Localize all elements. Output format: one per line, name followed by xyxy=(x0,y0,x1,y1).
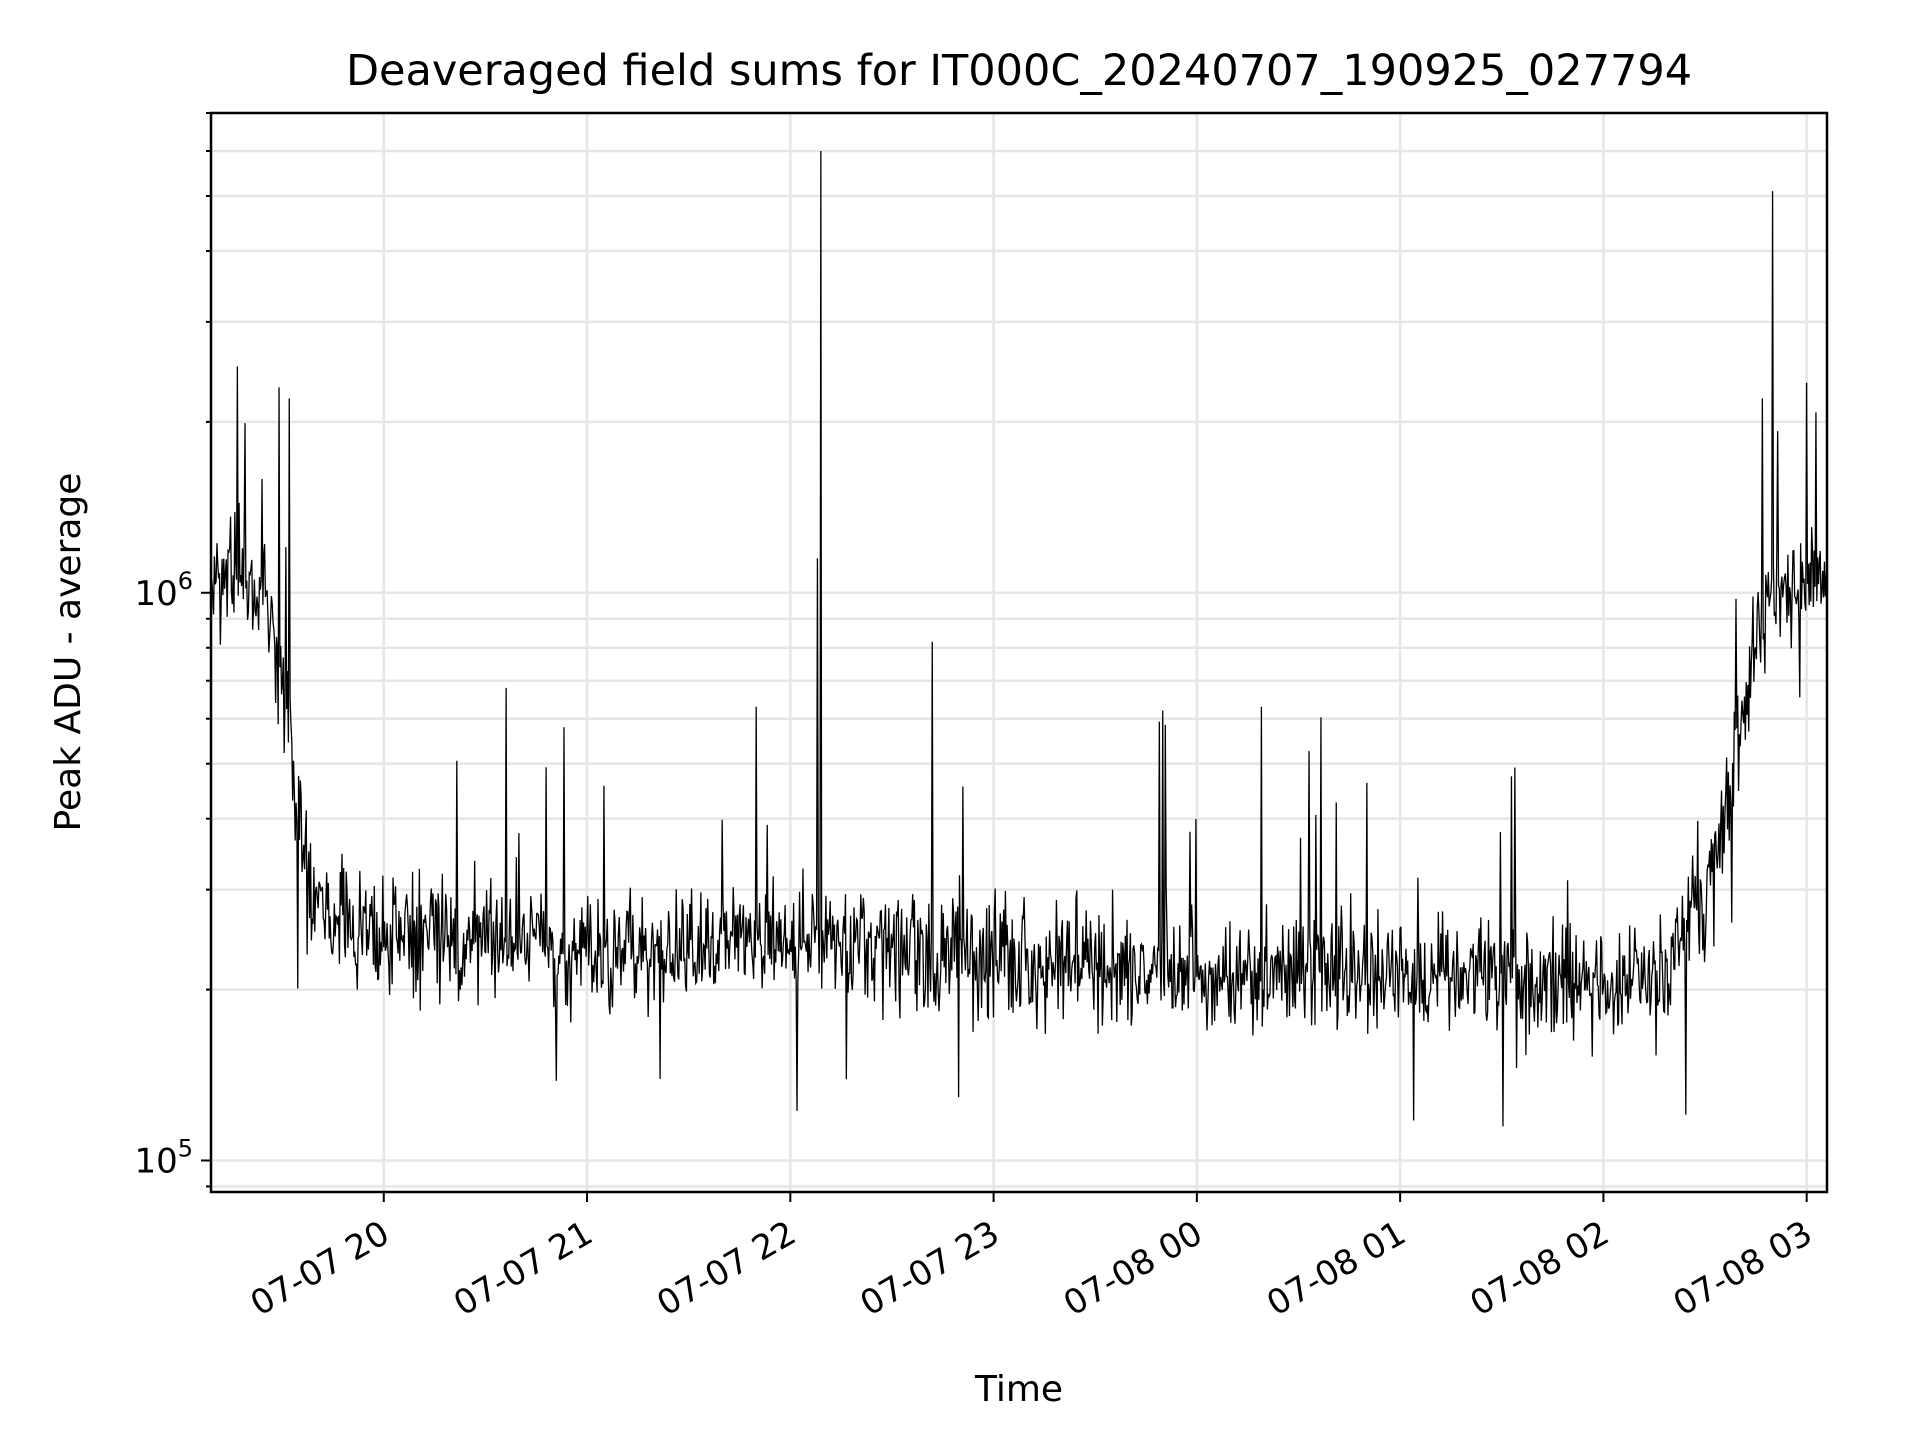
grid-layer xyxy=(211,111,1827,1192)
y-tick-label: 106 xyxy=(134,567,193,614)
y-axis-label: Peak ADU - average xyxy=(48,473,89,832)
series-line xyxy=(210,151,1828,1127)
chart-title: Deaveraged field sums for IT000C_2024070… xyxy=(346,46,1692,96)
plot-frame xyxy=(209,111,1829,1194)
series-layer xyxy=(210,151,1828,1127)
y-tick-label: 105 xyxy=(134,1134,193,1181)
x-axis-label: Time xyxy=(974,1369,1063,1410)
